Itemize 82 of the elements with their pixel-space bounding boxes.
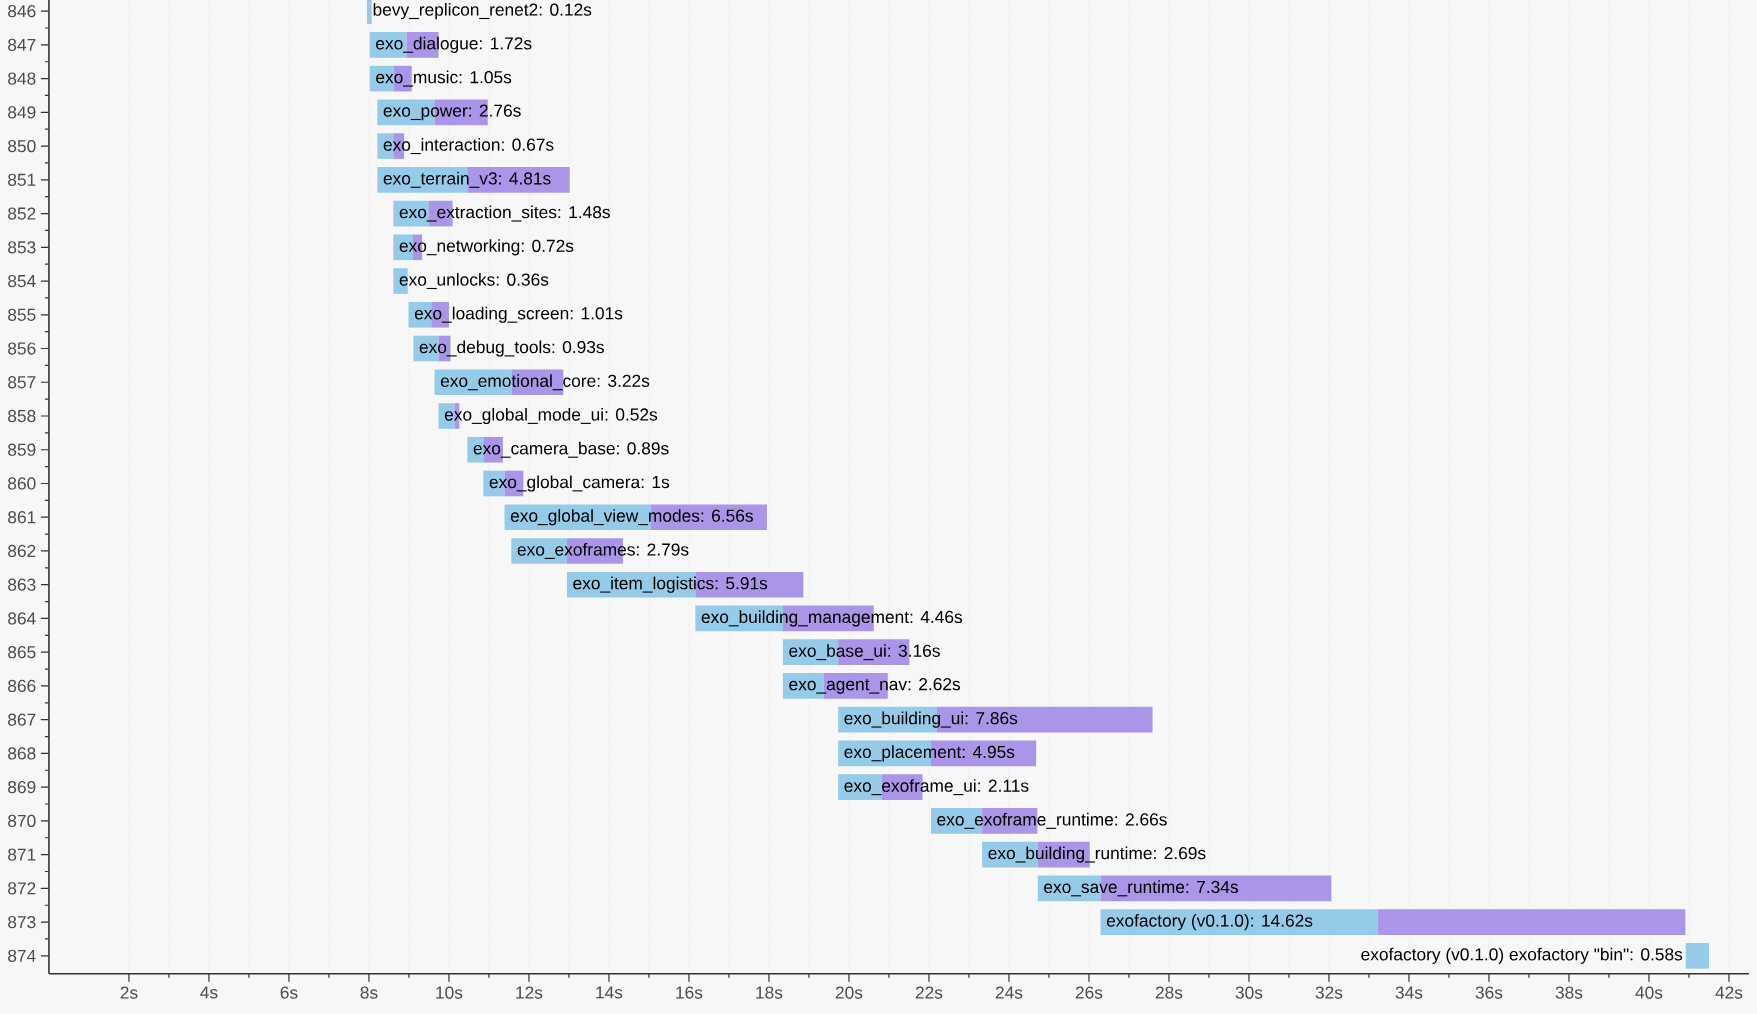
y-tick-label: 849 xyxy=(8,106,36,119)
y-tick-label: 853 xyxy=(8,241,36,254)
x-tick-label: 6s xyxy=(280,986,298,999)
y-tick-label: 865 xyxy=(8,646,36,659)
annotation: exo_power: 2.76s xyxy=(383,104,521,121)
annotation: exo_exoframe_ui: 2.11s xyxy=(844,779,1029,796)
y-tick-label: 854 xyxy=(8,274,36,288)
x-tick-label: 18s xyxy=(756,986,783,999)
y-tick-label: 857 xyxy=(8,376,36,389)
x-tick-label: 20s xyxy=(835,986,863,999)
y-tick-label: 864 xyxy=(8,612,36,625)
annotation: exo_interaction: 0.67s xyxy=(383,138,554,155)
annotation: bevy_replicon_renet2: 0.12s xyxy=(373,3,592,20)
y-tick-label: 871 xyxy=(8,848,36,861)
x-tick-label: 10s xyxy=(436,986,463,999)
bar xyxy=(1377,909,1686,935)
y-tick-label: 848 xyxy=(8,72,36,85)
y-tick-label: 859 xyxy=(8,443,36,456)
y-tick-label: 852 xyxy=(8,207,36,220)
annotation: exo_terrain_v3: 4.81s xyxy=(383,171,551,188)
y-tick-label: 862 xyxy=(8,544,36,558)
y-tick-label: 856 xyxy=(8,342,36,355)
x-tick-label: 14s xyxy=(596,986,623,999)
annotation: exo_music: 1.05s xyxy=(376,70,512,87)
x-tick-label: 16s xyxy=(676,986,703,999)
annotation: exo_extraction_sites: 1.48s xyxy=(399,205,610,222)
bar xyxy=(1100,909,1378,935)
annotation: exo_save_runtime: 7.34s xyxy=(1044,880,1238,897)
y-tick-label: 860 xyxy=(8,477,36,490)
annotation: exo_placement: 4.95s xyxy=(844,745,1015,762)
y-tick-label: 861 xyxy=(8,511,36,524)
annotation: exo_exoframes: 2.79s xyxy=(517,542,689,559)
x-tick-label: 22s xyxy=(915,986,943,999)
annotation: exofactory (v0.1.0) exofactory "bin": 0.58s xyxy=(1361,947,1683,964)
y-tick-label: 858 xyxy=(8,409,36,423)
x-tick-label: 4s xyxy=(200,986,218,999)
y-tick-label: 846 xyxy=(8,4,36,18)
annotation: exo_global_view_modes: 6.56s xyxy=(510,509,753,526)
bar xyxy=(1685,943,1709,969)
x-tick-label: 30s xyxy=(1235,986,1263,999)
y-tick-label: 866 xyxy=(8,679,36,693)
y-tick-label: 870 xyxy=(8,814,36,828)
y-tick-label: 872 xyxy=(8,882,36,895)
y-tick-label: 863 xyxy=(8,578,36,591)
x-tick-label: 24s xyxy=(995,986,1023,999)
y-tick-label: 855 xyxy=(8,308,36,321)
annotation: exo_networking: 0.72s xyxy=(399,239,574,256)
y-tick-label: 868 xyxy=(8,747,36,760)
x-tick-label: 32s xyxy=(1315,986,1343,999)
annotation: exo_building_runtime: 2.69s xyxy=(988,846,1206,863)
x-tick-label: 8s xyxy=(360,986,378,999)
annotation: exo_exoframe_runtime: 2.66s xyxy=(937,812,1167,829)
y-tick-label: 873 xyxy=(8,915,36,929)
y-tick-label: 850 xyxy=(8,139,36,153)
y-tick-label: 874 xyxy=(8,949,36,962)
x-tick-label: 42s xyxy=(1715,986,1743,999)
y-tick-label: 869 xyxy=(8,781,36,794)
annotation: exo_debug_tools: 0.93s xyxy=(419,340,604,357)
y-tick-label: 847 xyxy=(8,38,36,51)
annotation: exofactory (v0.1.0): 14.62s xyxy=(1106,914,1313,931)
annotation: exo_global_camera: 1s xyxy=(489,475,670,492)
annotation: exo_agent_nav: 2.62s xyxy=(789,678,961,694)
annotation: exo_emotional_core: 3.22s xyxy=(440,374,650,391)
y-tick-label: 867 xyxy=(8,713,36,726)
annotation: exo_loading_screen: 1.01s xyxy=(414,306,623,323)
annotation: exo_global_mode_ui: 0.52s xyxy=(444,407,658,425)
x-tick-label: 26s xyxy=(1075,986,1103,999)
annotation: exo_camera_base: 0.89s xyxy=(473,441,669,458)
x-tick-label: 28s xyxy=(1155,986,1183,999)
annotation: exo_item_logistics: 5.91s xyxy=(573,576,768,593)
annotation: exo_building_ui: 7.86s xyxy=(844,711,1018,728)
x-tick-label: 36s xyxy=(1475,986,1503,999)
x-tick-label: 2s xyxy=(120,986,138,999)
y-tick-label: 851 xyxy=(8,173,36,186)
x-tick-label: 40s xyxy=(1635,986,1663,999)
annotation: exo_building_management: 4.46s xyxy=(701,610,963,627)
annotation: exo_unlocks: 0.36s xyxy=(399,273,549,290)
annotation: exo_dialogue: 1.72s xyxy=(376,36,532,53)
x-tick-label: 12s xyxy=(516,986,543,999)
annotation: exo_base_ui: 3.16s xyxy=(789,644,940,661)
x-tick-label: 34s xyxy=(1395,986,1423,999)
x-tick-label: 38s xyxy=(1555,986,1583,999)
